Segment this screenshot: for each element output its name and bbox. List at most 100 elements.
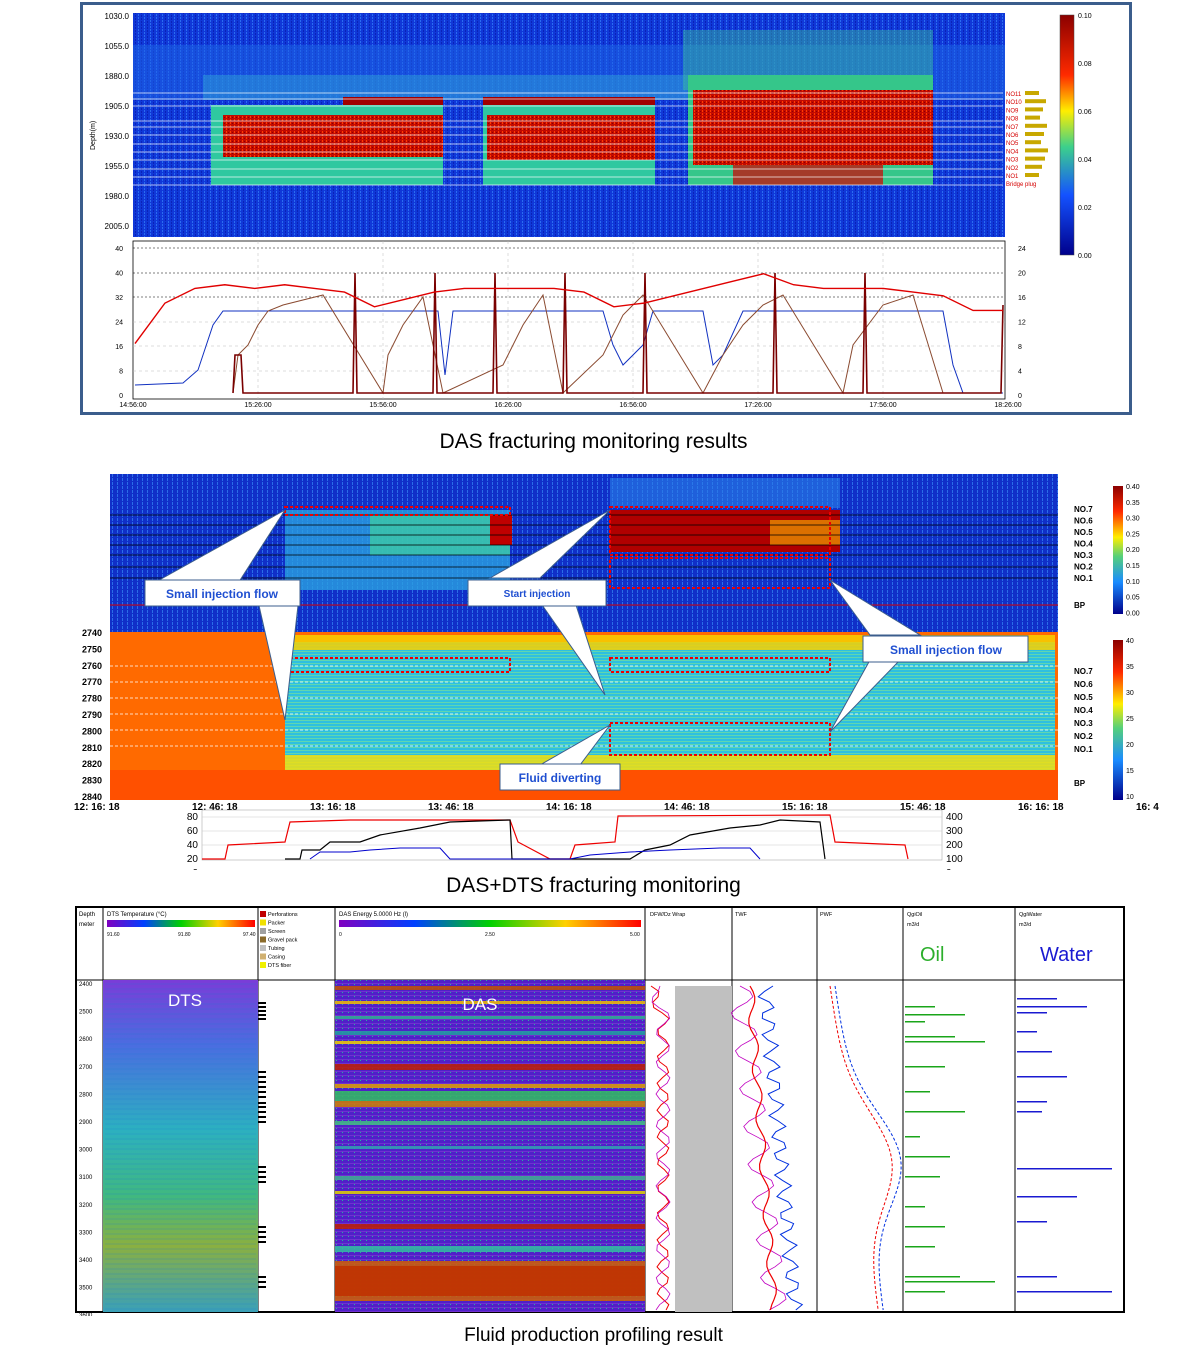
fig2-das-cb-tick: 0.40	[1126, 484, 1140, 491]
fig2-rate-left-tick: 80	[187, 812, 199, 823]
fig2-callout-diverting-box	[499, 763, 621, 791]
fig3-completion-mark	[258, 1236, 266, 1238]
fig1-right-tick: 12	[1018, 320, 1026, 327]
fig2-dts-cb-tick: 40	[1126, 638, 1134, 645]
fig3-completion-mark	[258, 1231, 266, 1233]
fig2-rate-left-tick: 40	[187, 840, 199, 851]
fig1-cluster-label: NO1	[1006, 174, 1019, 180]
fig1-left-tick: 8	[119, 369, 123, 376]
fig3-completion-mark	[258, 1176, 266, 1178]
fig3-oil-bar	[905, 1036, 955, 1038]
fig1-time-tick: 18:26:00	[994, 402, 1021, 409]
fig3-completion-mark	[258, 1166, 266, 1168]
fig2-dts-stage-label: NO.4	[1074, 706, 1093, 715]
fig3-depth-tick: 3500	[79, 1286, 93, 1292]
fig3-completion-mark	[258, 1286, 266, 1288]
fig1-depth-tick: 1055.0	[105, 42, 130, 51]
fig3-depth-tick: 3000	[79, 1148, 93, 1154]
fig1-depth-tick: 1030.0	[105, 12, 130, 21]
fig3-das-band	[335, 1101, 645, 1107]
fig2-callout-start-box	[467, 579, 607, 607]
fig2-rate-right-tick: 0	[946, 868, 952, 870]
fig2-time-tick: 13: 16: 18	[310, 802, 356, 813]
fig2-callout-small2: Small injection flow	[890, 643, 1003, 657]
fig3-depth-tick: 2900	[79, 1120, 93, 1126]
fig3-das-band	[335, 1091, 645, 1101]
fig1-time-tick: 15:56:00	[369, 402, 396, 409]
fig3-completion-mark	[258, 1281, 266, 1283]
fig2-das-stage-label: NO.4	[1074, 540, 1093, 549]
fig3-das-label: DAS	[463, 995, 498, 1014]
fig2-callout-diverting: Fluid diverting	[519, 771, 602, 785]
fig3-pwf-line-2	[829, 985, 893, 1311]
fig3-dts-header: DTS Temperature (°C)	[107, 912, 167, 918]
fig2-rate-right-tick: 200	[946, 840, 963, 851]
fig3-das-scale: 0	[339, 932, 342, 938]
fig1-left-tick: 16	[115, 344, 123, 351]
fig1-cluster-bar	[1025, 115, 1040, 120]
fig3-track-header: QgiOil	[907, 912, 922, 918]
fig1-depth-tick: 1980.0	[105, 192, 130, 201]
fig3-completion-mark	[258, 1111, 266, 1113]
fig1-cluster-bar	[1025, 148, 1048, 153]
fig3-completion-mark	[258, 1081, 266, 1083]
fig2-time-tick: 14: 46: 18	[664, 802, 710, 813]
fig2-time-tick: 12: 16: 18	[74, 802, 120, 813]
fig1-colorbar-tick: 0.04	[1078, 157, 1092, 164]
fig1-time-tick: 14:56:00	[119, 402, 146, 409]
fig3-completion-mark	[258, 1106, 266, 1108]
fig2-dts-cb-tick: 25	[1126, 716, 1134, 723]
fig3-water-bar	[1017, 1012, 1047, 1014]
fig2-das-cb-tick: 0.25	[1126, 531, 1140, 538]
fig1-time-tick: 16:26:00	[494, 402, 521, 409]
fig3-water-bar	[1017, 1051, 1052, 1053]
fig3-dfw-line	[650, 985, 670, 1311]
fig3-pwf-line	[834, 985, 902, 1311]
fig1-cluster-bar	[1025, 132, 1044, 136]
fig3-legend-item: DTS fiber	[268, 963, 291, 969]
fig3-oil-bar	[905, 1006, 935, 1008]
fig1-cluster-label: NO3	[1006, 158, 1019, 164]
fig3-completion-mark	[258, 1071, 266, 1073]
fig3-legend-item: Casing	[268, 955, 285, 961]
fig3-legend-item: Perforations	[268, 912, 298, 918]
fig1-depth-tick: 1955.0	[105, 162, 130, 171]
fig2-dts-stage-label: NO.7	[1074, 667, 1093, 676]
fig3-depth-tick: 2700	[79, 1065, 93, 1071]
fig3-das-band	[335, 1121, 645, 1125]
fig3-legend-item: Packer	[268, 921, 285, 927]
fig1-right-tick: 20	[1018, 271, 1026, 278]
fig2-das-stage-label: NO.5	[1074, 528, 1093, 537]
fig3-completion-mark	[258, 1096, 266, 1098]
fig3-legend-swatch	[260, 945, 266, 951]
fig3-track-header: TWF	[735, 912, 748, 918]
fig2-dts-depth-tick: 2750	[82, 644, 102, 654]
fig2-dts-cb-tick: 35	[1126, 664, 1134, 671]
fig3-oil-bar	[905, 1156, 950, 1158]
fig3-dts-scale: 91.80	[178, 932, 191, 938]
fig1-cluster-bar	[1025, 140, 1041, 145]
fig3-depth-tick: 2500	[79, 1010, 93, 1016]
fig1-colorbar-tick: 0.02	[1078, 205, 1092, 212]
fig1-time-tick: 16:56:00	[619, 402, 646, 409]
fig1-frame	[80, 2, 1132, 415]
fig1-left-tick: 32	[115, 295, 123, 302]
fig1-cluster-bar	[1025, 123, 1047, 128]
fig3-dts-scale: 97.40	[243, 932, 256, 938]
fig1-caption: DAS fracturing monitoring results	[439, 430, 748, 453]
fig2-dts-cb-tick: 30	[1126, 690, 1134, 697]
fig3-depth-tick: 2600	[79, 1037, 93, 1043]
fig3-depth-tick: 3400	[79, 1258, 93, 1264]
fig3-water-bar	[1017, 1196, 1077, 1198]
fig3-completion-mark	[258, 1086, 266, 1088]
fig1-ylabel: Depth(m)	[90, 121, 97, 150]
fig1-spike-line	[232, 272, 1004, 394]
fig3-completion-mark	[258, 1014, 266, 1016]
fig3-completion-mark	[258, 1076, 266, 1078]
fig1-cluster-bar	[1025, 99, 1046, 104]
fig2-das-cb-tick: 0.20	[1126, 547, 1140, 554]
fig2-dts-cb-tick: 10	[1126, 794, 1134, 801]
fig2-dts-depth-tick: 2740	[82, 628, 102, 638]
fig3-completion-mark	[258, 1091, 266, 1093]
fig3-oil-bar	[905, 1136, 920, 1138]
